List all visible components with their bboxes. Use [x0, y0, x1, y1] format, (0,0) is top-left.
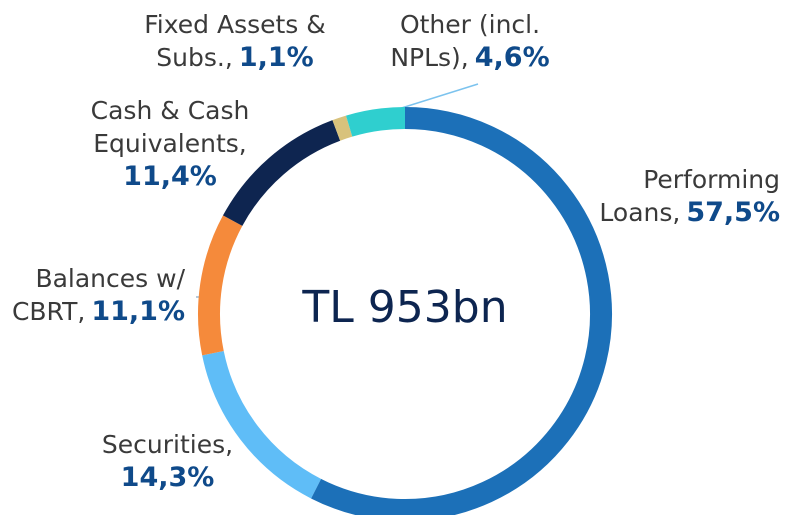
- donut-segment: [346, 107, 406, 137]
- value-label: 4,6%: [474, 42, 550, 73]
- donut-segment: [198, 215, 243, 356]
- segment-label: Cash & Cash Equivalents, 11,4%: [75, 94, 265, 193]
- value-label: 11,4%: [123, 161, 217, 192]
- category-name: Fixed Assets & Subs.,: [144, 10, 326, 72]
- value-label: 1,1%: [238, 42, 314, 73]
- category-name: Other (incl. NPLs),: [390, 10, 541, 72]
- category-name: Securities,: [101, 430, 234, 459]
- segment-label: Performing Loans, 57,5%: [575, 163, 780, 229]
- segment-label: Fixed Assets & Subs., 1,1%: [125, 8, 345, 74]
- donut-segment: [222, 120, 341, 227]
- value-label: 11,1%: [91, 296, 185, 327]
- donut-segment: [202, 350, 322, 499]
- value-label: 57,5%: [686, 197, 780, 228]
- segment-label: Balances w/ CBRT, 11,1%: [5, 262, 185, 328]
- donut-segment: [311, 107, 612, 515]
- segment-label: Other (incl. NPLs), 4,6%: [360, 8, 580, 74]
- donut-segment: [332, 115, 353, 141]
- center-label: TL 953bn: [302, 282, 508, 333]
- category-name: Cash & Cash Equivalents,: [90, 96, 250, 158]
- category-name: Performing Loans,: [599, 165, 780, 227]
- value-label: 14,3%: [120, 462, 215, 493]
- segment-label: Securities, 14,3%: [70, 428, 265, 494]
- category-name: Balances w/ CBRT,: [11, 264, 185, 326]
